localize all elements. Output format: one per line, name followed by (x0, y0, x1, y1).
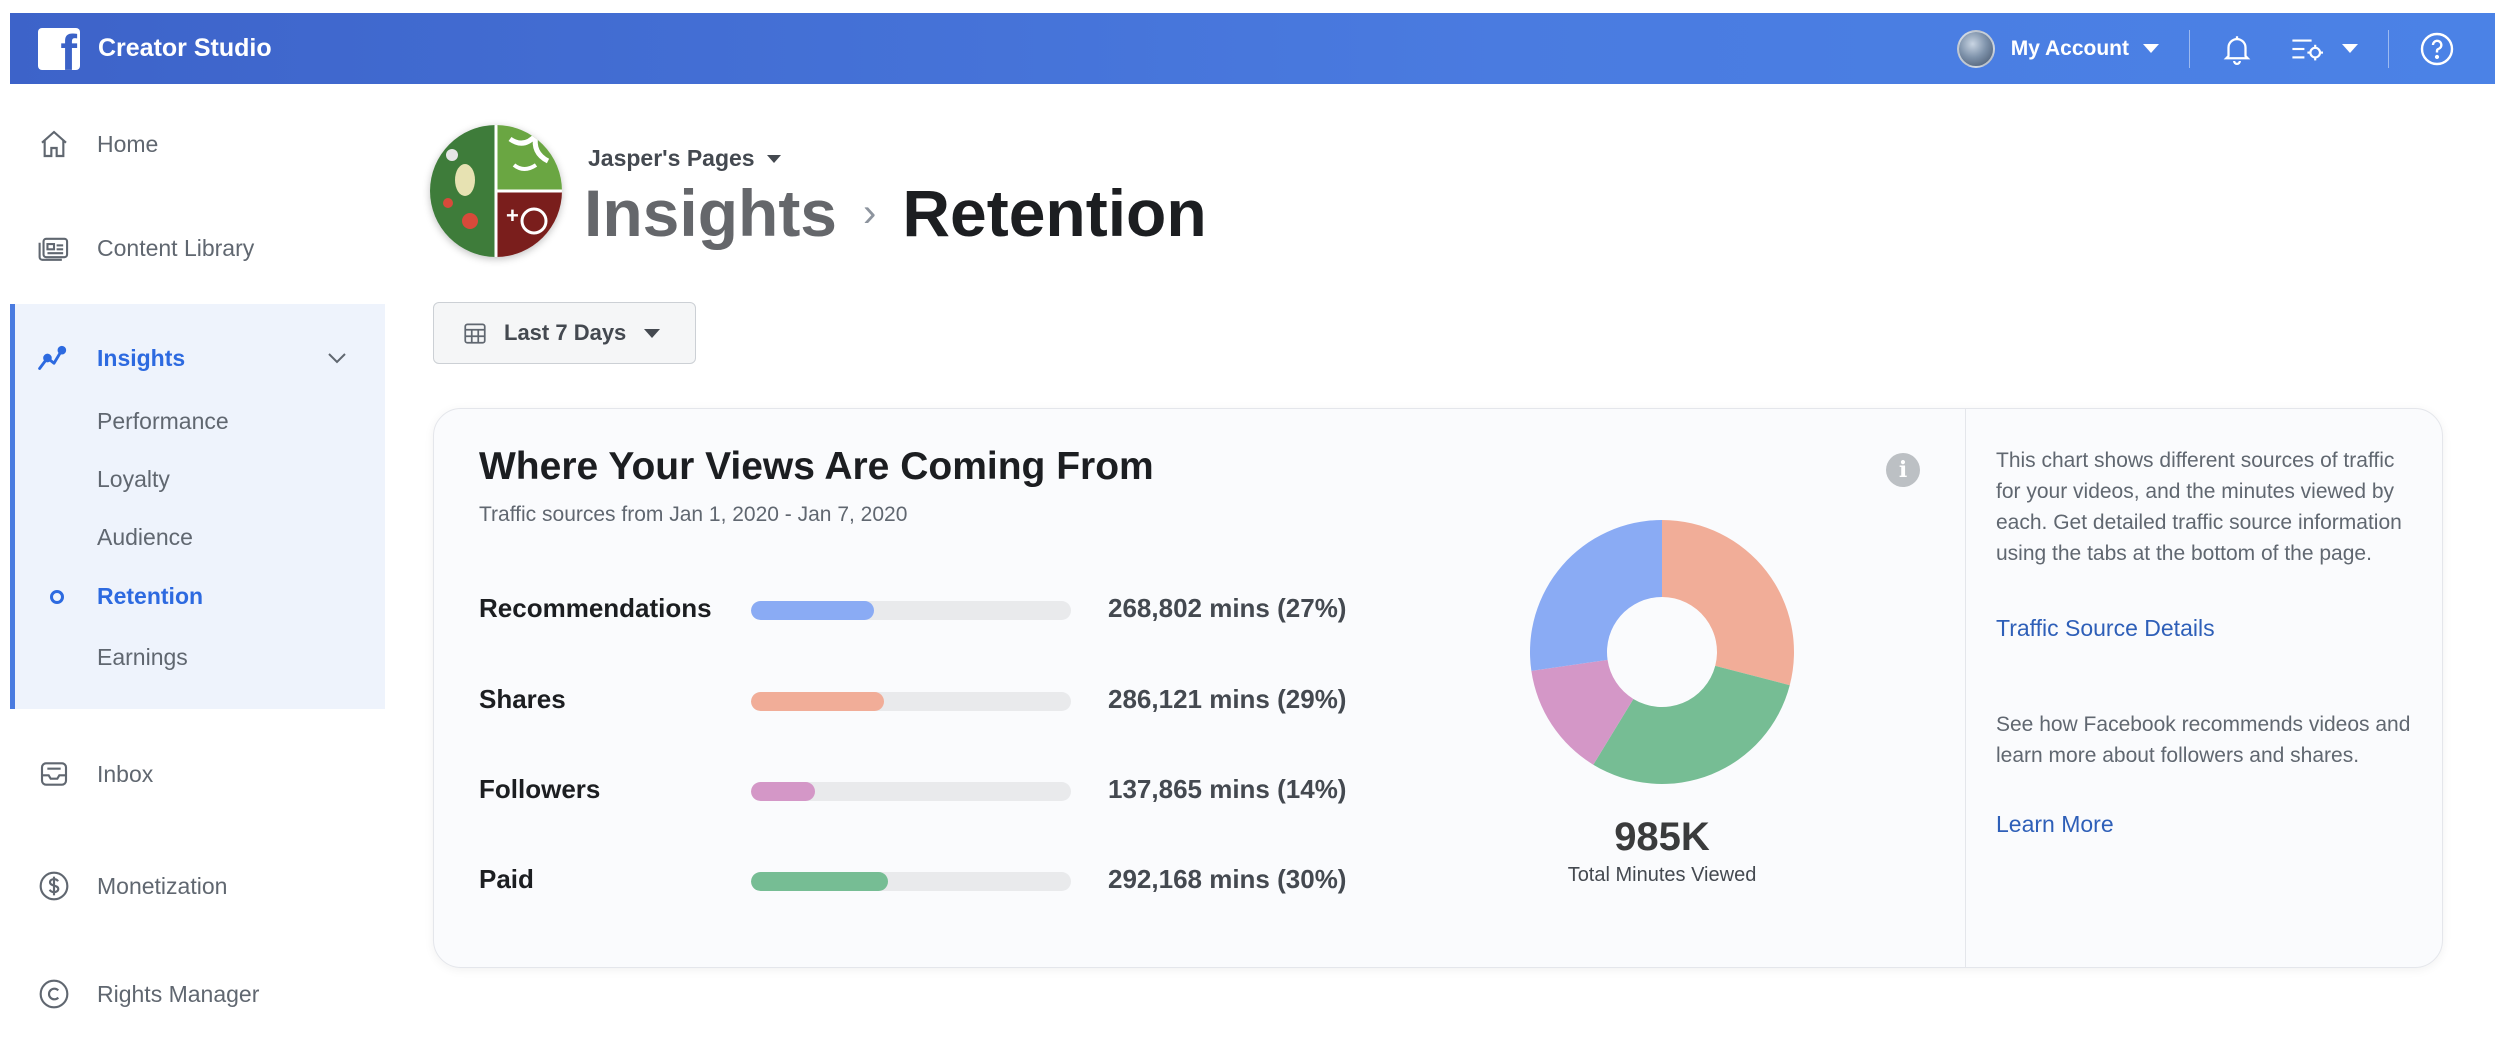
traffic-source-bar-track (751, 872, 1071, 891)
sidebar-item-label: Rights Manager (97, 980, 260, 1007)
topbar-actions: My Account (1956, 13, 2455, 84)
traffic-source-bar (751, 782, 815, 801)
donut-slice-followers (1531, 659, 1634, 765)
date-range-label: Last 7 Days (504, 320, 627, 345)
sidebar-item-content-library[interactable]: Content Library (10, 226, 385, 270)
divider (1965, 409, 1966, 967)
sidebar-subitem-retention[interactable]: Retention (97, 583, 204, 609)
chevron-down-icon (766, 154, 781, 163)
donut-slice-shares (1662, 520, 1794, 686)
sidebar-item-home[interactable]: Home (10, 122, 385, 166)
traffic-source-value: 286,121 mins (29%) (1108, 684, 1347, 714)
info-icon[interactable]: i (1886, 453, 1920, 487)
my-account-menu[interactable]: My Account (1956, 29, 2159, 68)
sidebar-item-insights[interactable]: Insights (10, 336, 385, 380)
avatar (1956, 29, 1995, 68)
bell-icon (2223, 35, 2251, 65)
traffic-source-name: Shares (479, 684, 566, 714)
sidebar-item-monetization[interactable]: Monetization (10, 864, 385, 908)
chevron-down-icon (644, 328, 661, 338)
settings-menu-button[interactable] (2290, 34, 2358, 64)
facebook-logo-icon[interactable]: f (38, 27, 80, 70)
breadcrumb: Insights › Retention (584, 175, 1207, 251)
breadcrumb-insights-link[interactable]: Insights (584, 176, 838, 250)
insights-icon (36, 340, 72, 376)
traffic-source-value: 137,865 mins (14%) (1108, 774, 1347, 804)
page-avatar[interactable]: + (430, 125, 562, 257)
chevron-down-icon (328, 353, 346, 364)
help-button[interactable] (2419, 31, 2455, 67)
page-selector[interactable]: Jasper's Pages (588, 145, 781, 172)
sidebar-subitem-audience[interactable]: Audience (97, 524, 193, 550)
active-dot-icon (50, 590, 64, 604)
help-icon (2420, 32, 2454, 65)
sidebar-item-label: Content Library (97, 234, 255, 261)
traffic-source-name: Followers (479, 774, 601, 804)
copyright-icon (36, 976, 72, 1012)
sidebar-subitem-earnings[interactable]: Earnings (97, 644, 188, 670)
traffic-source-value: 292,168 mins (30%) (1108, 864, 1347, 894)
sidebar: Home Content Library Insights (10, 84, 385, 1050)
chevron-down-icon (2342, 44, 2358, 53)
traffic-source-bar-track (751, 692, 1071, 711)
page-title: Retention (902, 176, 1207, 250)
chart-help-text: This chart shows different sources of tr… (1996, 449, 2402, 565)
home-icon (36, 126, 72, 162)
inbox-icon (36, 756, 72, 792)
card-title: Where Your Views Are Coming From (479, 445, 1154, 488)
traffic-source-name: Recommendations (479, 593, 712, 623)
settings-icon (2292, 39, 2323, 60)
calendar-icon (464, 323, 486, 344)
traffic-source-bar (751, 872, 889, 891)
svg-text:+: + (506, 203, 519, 228)
traffic-source-name: Paid (479, 864, 534, 894)
traffic-source-value: 268,802 mins (27%) (1108, 593, 1347, 623)
sidebar-item-label: Inbox (97, 760, 154, 787)
traffic-source-bar-track (751, 601, 1071, 620)
total-minutes-label: Total Minutes Viewed (1567, 864, 1757, 886)
divider (2189, 29, 2190, 68)
traffic-source-bar (751, 601, 875, 620)
sidebar-subitem-loyalty[interactable]: Loyalty (97, 466, 170, 492)
chevron-down-icon (2143, 44, 2159, 53)
active-indicator (10, 304, 15, 709)
notifications-button[interactable] (2220, 32, 2254, 66)
dollar-icon (36, 868, 72, 904)
traffic-source-details-link[interactable]: Traffic Source Details (1996, 615, 2215, 641)
account-label: My Account (2010, 36, 2129, 60)
learn-more-link[interactable]: Learn More (1996, 811, 2114, 837)
traffic-sources-card: Where Your Views Are Coming From Traffic… (433, 408, 2443, 968)
insights-section: Insights Performance Loyalty Audience Re… (10, 304, 385, 709)
sidebar-item-label: Monetization (97, 872, 228, 899)
content-library-icon (36, 230, 72, 266)
sidebar-item-label: Home (97, 130, 159, 157)
traffic-source-row: Paid 292,168 mins (30%) (479, 860, 1379, 900)
donut-slice-paid (1593, 665, 1790, 784)
card-subtitle: Traffic sources from Jan 1, 2020 - Jan 7… (479, 503, 908, 526)
top-bar: f Creator Studio My Account (10, 13, 2495, 84)
page-name: Jasper's Pages (588, 145, 755, 171)
traffic-source-bar-track (751, 782, 1071, 801)
traffic-source-bar (751, 692, 884, 711)
divider (2388, 29, 2389, 68)
traffic-source-row: Followers 137,865 mins (14%) (479, 770, 1379, 810)
sidebar-item-inbox[interactable]: Inbox (10, 752, 385, 796)
breadcrumb-separator: › (863, 190, 877, 235)
traffic-source-row: Shares 286,121 mins (29%) (479, 680, 1379, 720)
app-title: Creator Studio (98, 34, 272, 62)
date-range-dropdown[interactable]: Last 7 Days (433, 302, 696, 364)
donut-chart (1530, 520, 1794, 784)
total-minutes-value: 985K (1614, 815, 1710, 859)
recommendations-help-text: See how Facebook recommends videos and l… (1996, 713, 2411, 767)
sidebar-item-rights-manager[interactable]: Rights Manager (10, 972, 385, 1016)
traffic-source-row: Recommendations 268,802 mins (27%) (479, 589, 1379, 629)
donut-slice-recommendations (1530, 520, 1662, 671)
sidebar-subitem-performance[interactable]: Performance (97, 408, 229, 434)
sidebar-item-label: Insights (97, 344, 186, 371)
